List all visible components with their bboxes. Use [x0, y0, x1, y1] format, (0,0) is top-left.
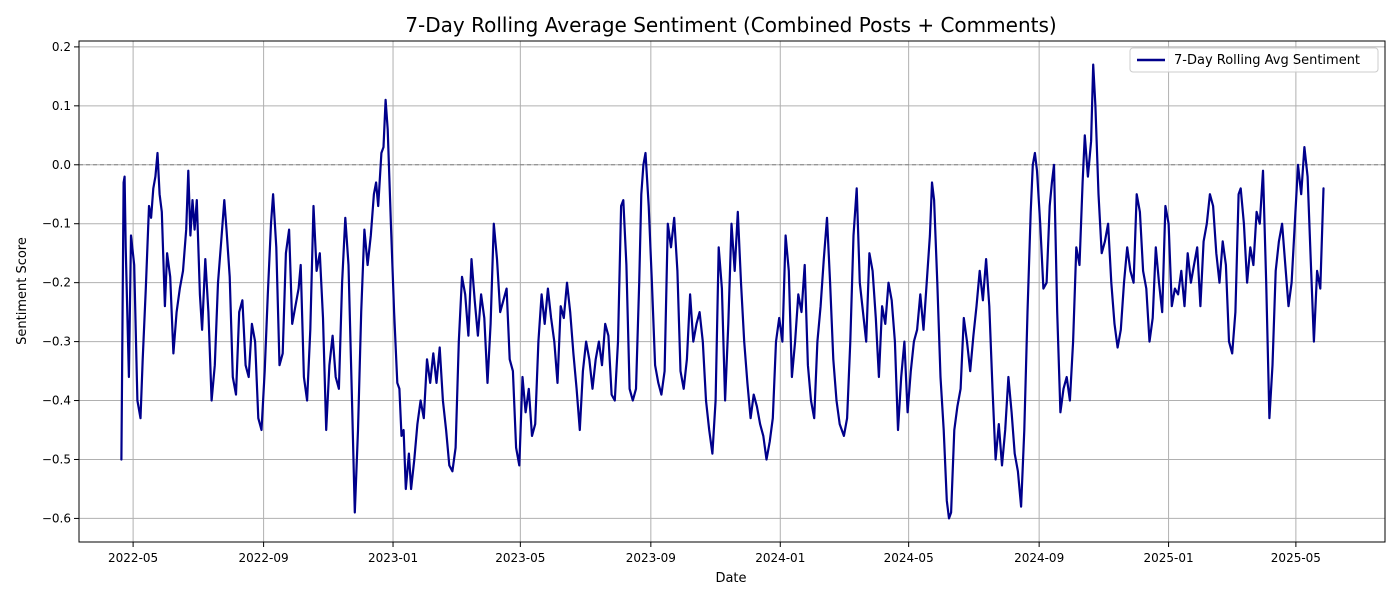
legend: 7-Day Rolling Avg Sentiment [1129, 47, 1379, 73]
y-tick-label: 0.0 [52, 158, 71, 172]
y-tick-label: 0.1 [52, 99, 71, 113]
x-tick-label: 2022-05 [108, 551, 158, 565]
x-tick-label: 2023-01 [368, 551, 418, 565]
series-line [120, 63, 1325, 520]
legend-label: 7-Day Rolling Avg Sentiment [1174, 53, 1360, 68]
y-tick-label: −0.1 [42, 217, 71, 231]
y-tick-label: −0.2 [42, 276, 71, 290]
y-tick-label: −0.6 [42, 511, 71, 525]
y-axis-title: Sentiment Score [15, 237, 30, 345]
y-tick-label: −0.5 [42, 452, 71, 466]
legend-box [1129, 47, 1379, 73]
x-tick-label: 2025-05 [1271, 551, 1321, 565]
plot-frame [78, 40, 1386, 543]
y-axis-ticks: 0.2 0.1 0.0 −0.1 −0.2 −0.3 −0.4 −0.5 −0.6 [42, 40, 79, 525]
x-tick-label: 2024-09 [1014, 551, 1064, 565]
grid-lines [79, 41, 1385, 542]
x-tick-label: 2023-05 [495, 551, 545, 565]
x-axis-title: Date [715, 571, 746, 586]
x-tick-label: 2024-05 [884, 551, 934, 565]
y-tick-label: 0.2 [52, 40, 71, 54]
x-axis-ticks: 2022-05 2022-09 2023-01 2023-05 2023-09 2024-… [108, 542, 1321, 565]
x-tick-label: 2022-09 [239, 551, 289, 565]
x-tick-label: 2024-01 [755, 551, 805, 565]
chart-title: 7-Day Rolling Average Sentiment (Combine… [405, 13, 1056, 37]
x-tick-label: 2023-09 [626, 551, 676, 565]
y-tick-label: −0.4 [42, 394, 71, 408]
series-layer [120, 63, 1325, 520]
y-tick-label: −0.3 [42, 335, 71, 349]
x-tick-label: 2025-01 [1144, 551, 1194, 565]
